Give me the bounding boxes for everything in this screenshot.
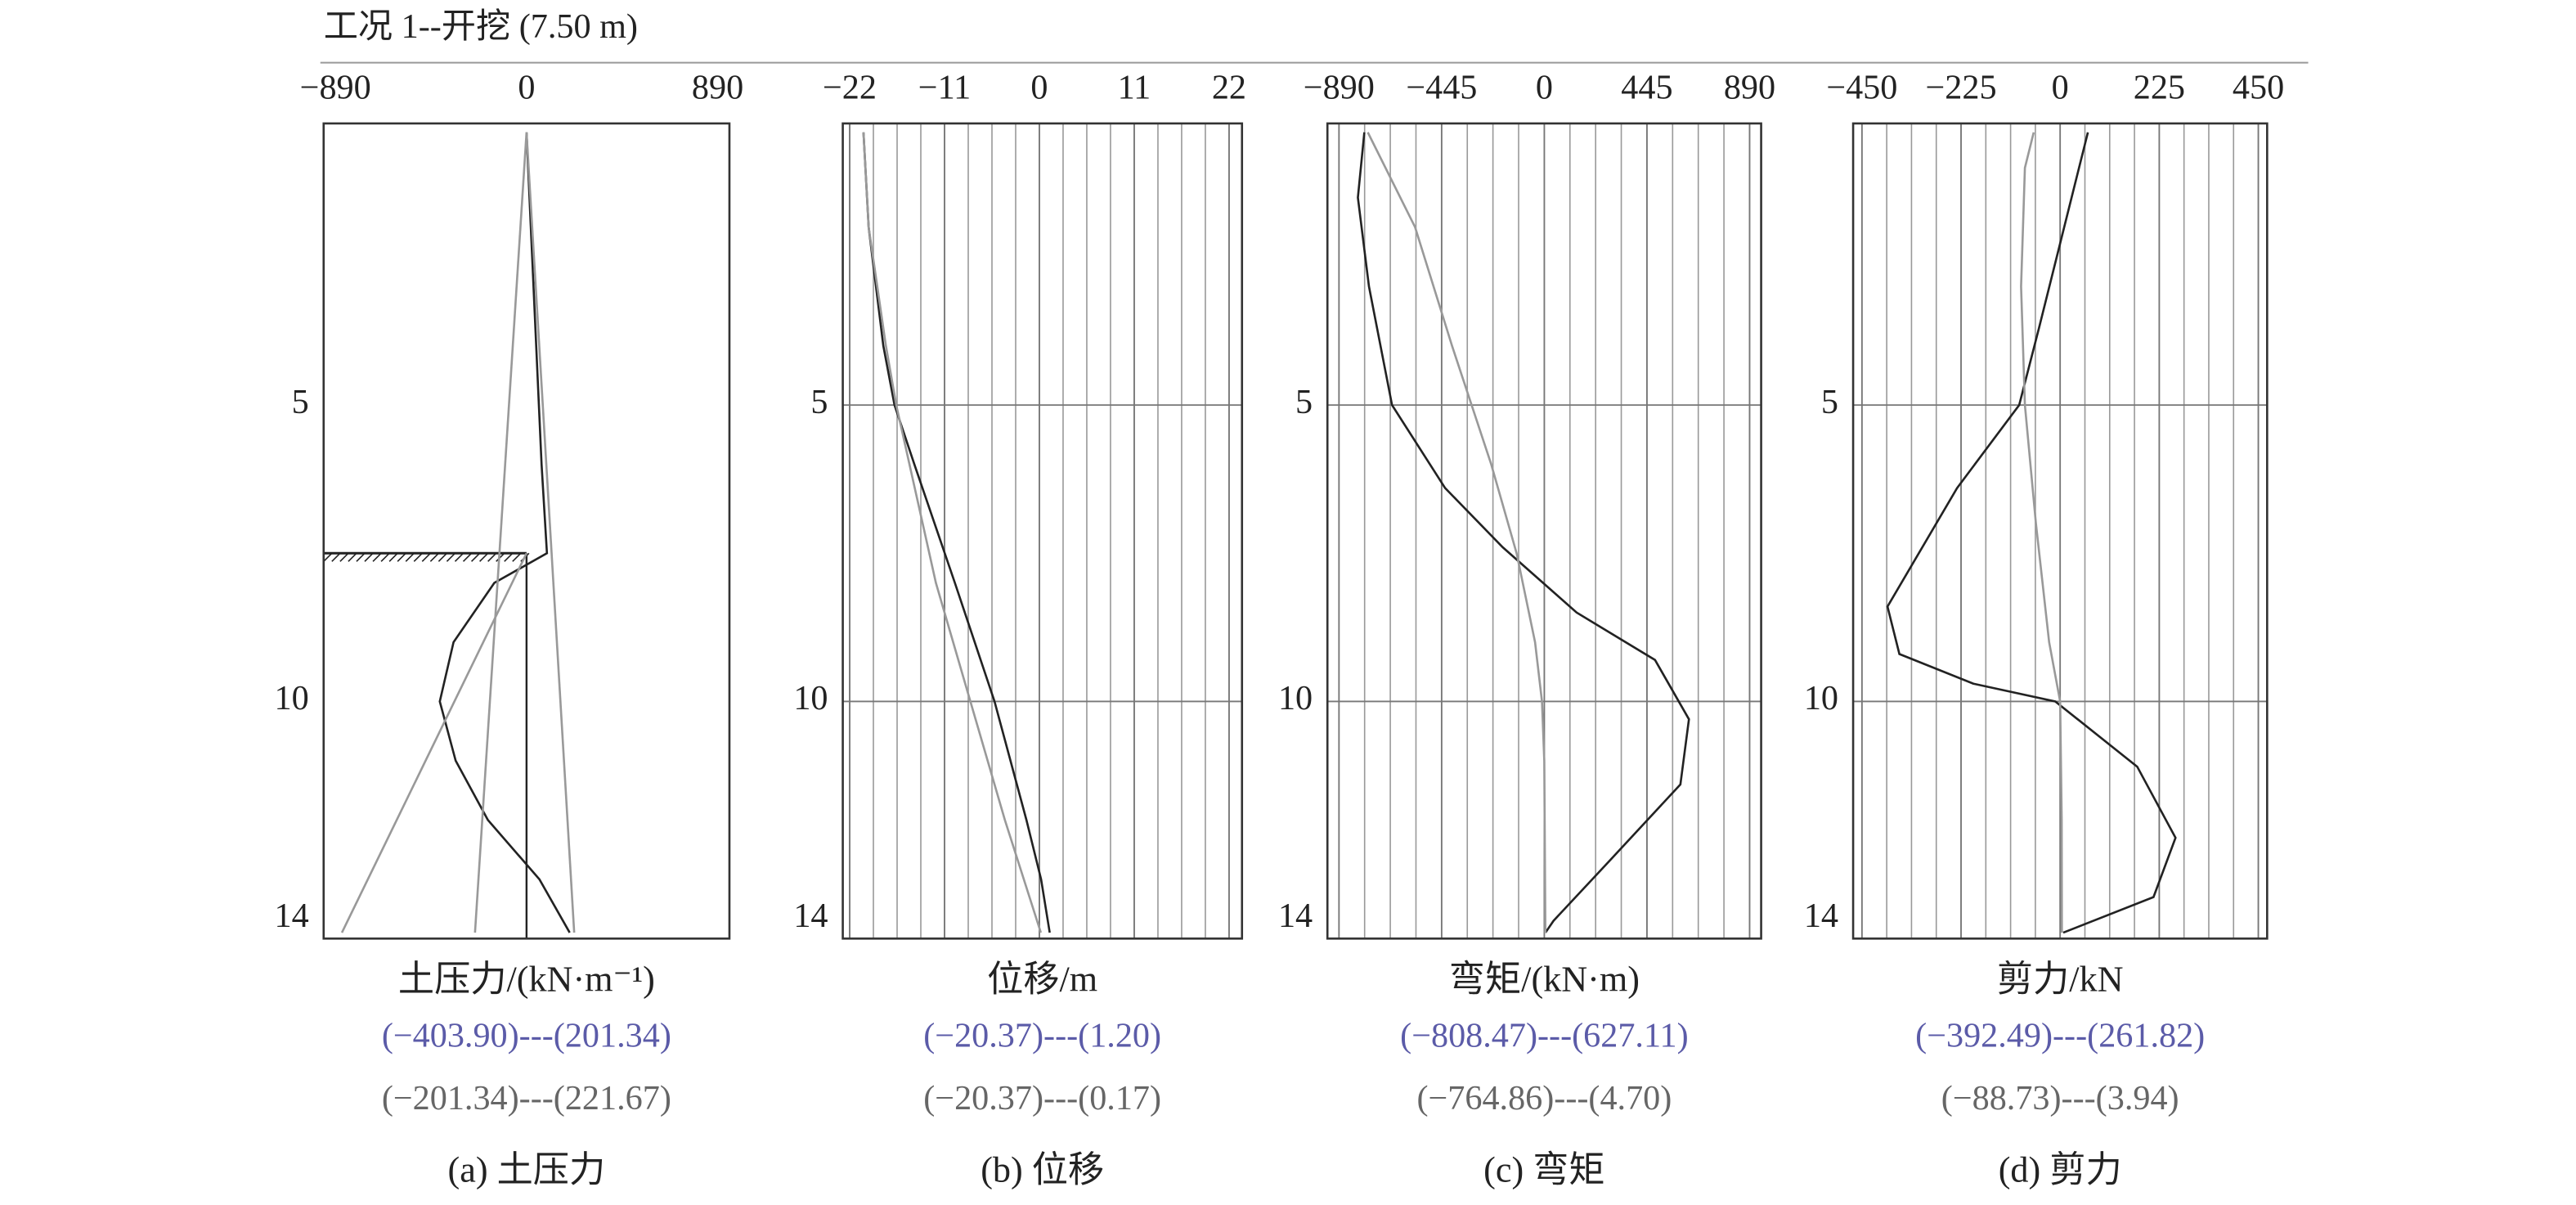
x-tick-label: 225 xyxy=(2134,68,2185,106)
ground-hatch xyxy=(413,552,423,562)
x-tick-label: 890 xyxy=(1724,68,1775,106)
y-tick-label: 10 xyxy=(1804,679,1838,717)
plot-frame xyxy=(841,122,1244,940)
x-tick-label: −225 xyxy=(1925,68,1996,106)
ground-hatch xyxy=(496,552,505,562)
x-tick-label: 22 xyxy=(1212,68,1246,106)
curve xyxy=(438,132,571,933)
curve xyxy=(340,552,528,933)
x-tick-label: 0 xyxy=(518,68,535,106)
x-tick-label: 11 xyxy=(1118,68,1151,106)
y-tick-label: 10 xyxy=(1278,679,1313,717)
y-tick-label: 14 xyxy=(275,897,309,935)
range-label: (−88.73)---(3.94) xyxy=(1941,1079,2179,1117)
ground-hatch xyxy=(397,552,406,562)
x-tick-label: −11 xyxy=(918,68,971,106)
x-tick-label: 445 xyxy=(1621,68,1672,106)
curve xyxy=(1357,132,1690,933)
range-label: (−201.34)---(221.67) xyxy=(382,1079,671,1117)
figure-title: 工况 1--开挖 (7.50 m) xyxy=(324,7,638,46)
ground-hatch xyxy=(479,552,489,562)
ground-hatch xyxy=(356,552,366,562)
x-axis-label: 弯矩/(kN·m) xyxy=(1449,960,1640,1000)
ground-hatch xyxy=(512,552,522,562)
curve xyxy=(473,132,528,933)
curve xyxy=(862,132,1043,933)
x-axis-label: 位移/m xyxy=(987,960,1097,1000)
ground-hatch xyxy=(504,552,514,562)
ground-hatch xyxy=(487,552,497,562)
ground-hatch xyxy=(470,552,481,562)
ground-hatch xyxy=(372,552,382,562)
plot-frame xyxy=(1851,122,2269,940)
x-tick-label: 0 xyxy=(1030,68,1048,106)
x-tick-label: −890 xyxy=(1304,68,1375,106)
x-axis-label: 剪力/kN xyxy=(1997,960,2124,1000)
x-tick-label: 0 xyxy=(1536,68,1553,106)
x-tick-label: −450 xyxy=(1826,68,1897,106)
x-axis-label: 土压力/(kN·m⁻¹) xyxy=(398,960,655,1000)
ground-hatch xyxy=(405,552,415,562)
plot-frame xyxy=(1326,122,1762,940)
y-tick-label: 10 xyxy=(275,679,309,717)
ground-hatch xyxy=(438,552,447,562)
x-tick-label: −890 xyxy=(300,68,371,106)
ground-hatch xyxy=(323,552,333,562)
curve xyxy=(2020,132,2063,933)
y-tick-label: 14 xyxy=(1278,897,1313,935)
range-label: (−403.90)---(201.34) xyxy=(382,1017,671,1055)
range-label: (−392.49)---(261.82) xyxy=(1915,1017,2205,1055)
y-tick-label: 14 xyxy=(1804,897,1838,935)
y-tick-label: 5 xyxy=(1295,383,1313,421)
y-tick-label: 10 xyxy=(793,679,828,717)
ground-hatch xyxy=(429,552,439,562)
ground-hatch xyxy=(388,552,398,562)
y-tick-label: 5 xyxy=(1821,383,1838,421)
curve xyxy=(862,132,1051,933)
x-tick-label: 0 xyxy=(2052,68,2069,106)
range-label: (−808.47)---(627.11) xyxy=(1400,1017,1688,1055)
ground-hatch xyxy=(339,552,349,562)
y-tick-label: 5 xyxy=(810,383,828,421)
plot-frame xyxy=(322,122,731,940)
ground-hatch xyxy=(462,552,473,562)
ground-hatch xyxy=(364,552,374,562)
ground-hatch xyxy=(331,552,341,562)
range-label: (−20.37)---(0.17) xyxy=(923,1079,1161,1117)
range-label: (−764.86)---(4.70) xyxy=(1416,1079,1672,1117)
ground-hatch xyxy=(348,552,357,562)
x-tick-label: −445 xyxy=(1406,68,1477,106)
panel-caption: (c) 弯矩 xyxy=(1483,1150,1604,1190)
x-tick-label: 450 xyxy=(2233,68,2284,106)
panel-caption: (d) 剪力 xyxy=(1999,1150,2122,1190)
curve xyxy=(1367,132,1547,933)
panel-caption: (b) 位移 xyxy=(981,1150,1104,1190)
y-tick-label: 5 xyxy=(292,383,309,421)
curve xyxy=(525,132,576,933)
x-tick-label: −22 xyxy=(823,68,877,106)
y-tick-label: 14 xyxy=(793,897,828,935)
panel-caption: (a) 土压力 xyxy=(448,1150,606,1190)
ground-hatch xyxy=(454,552,464,562)
x-tick-label: 890 xyxy=(692,68,743,106)
curve xyxy=(1886,132,2177,934)
ground-hatch xyxy=(380,552,390,562)
ground-hatch xyxy=(446,552,456,562)
range-label: (−20.37)---(1.20) xyxy=(923,1017,1161,1055)
ground-hatch xyxy=(421,552,431,562)
